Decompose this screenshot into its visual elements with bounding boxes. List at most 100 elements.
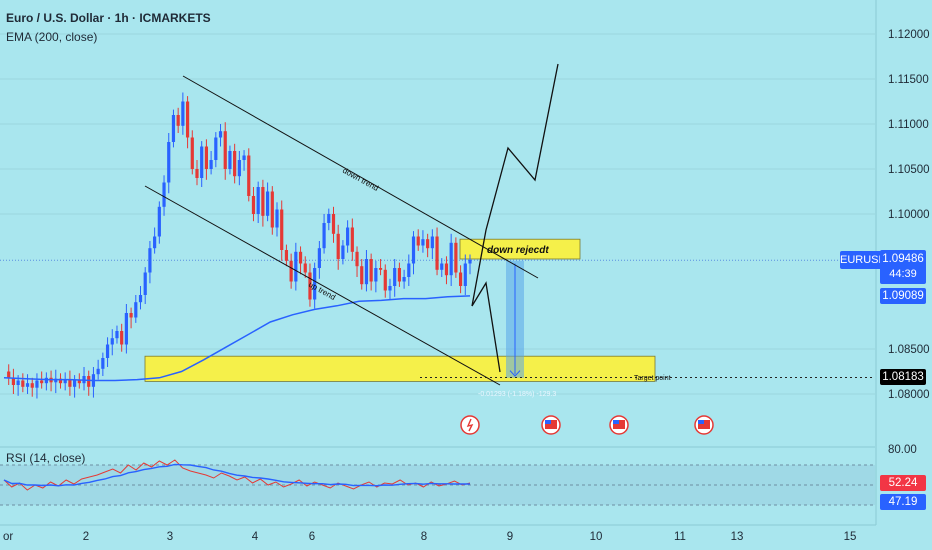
candle-body (327, 214, 331, 223)
candle-body (402, 277, 406, 282)
candle-body (346, 227, 350, 246)
y-tick-label: 1.08500 (888, 344, 930, 356)
candle-body (426, 239, 430, 249)
candle-body (96, 368, 100, 375)
candle-body (44, 377, 48, 384)
candle-body (251, 196, 256, 214)
candle-body (115, 331, 119, 339)
x-tick-label: 2 (83, 531, 89, 543)
rsi-ma-value-tag: 47.19 (880, 494, 926, 510)
candle-body (233, 151, 237, 177)
candle-body (143, 272, 147, 295)
rsi-line (3, 459, 471, 491)
rsi-indicator-label[interactable]: RSI (14, close) (6, 451, 86, 465)
candle-body (331, 214, 336, 234)
lightning-glyph (466, 418, 474, 432)
candle-body (407, 263, 411, 277)
candle-body (204, 146, 209, 169)
candle-body (270, 191, 274, 228)
ema-line (3, 295, 471, 382)
candle-body (11, 377, 16, 385)
x-tick-label: 9 (507, 531, 513, 543)
candle-body (181, 101, 185, 126)
y-tick-label: 1.08000 (888, 389, 930, 401)
candle-body (218, 131, 223, 138)
x-tick-label: 6 (309, 531, 315, 543)
candle-countdown: 44:39 (889, 268, 917, 280)
down-trend-line-upper (182, 75, 539, 279)
candle-body (313, 268, 317, 300)
x-tick-label: 8 (421, 531, 427, 543)
candle-body (317, 248, 321, 268)
candle-body (21, 380, 25, 387)
reject-zone (459, 238, 581, 260)
candle-body (138, 295, 143, 303)
x-tick-label: 3 (167, 531, 173, 543)
candle-body (275, 209, 279, 228)
trend-lines (3, 63, 559, 386)
candle-body (242, 155, 246, 160)
candle-body (35, 380, 39, 388)
chart-title: Euro / U.S. Dollar · 1h · ICMARKETS (6, 11, 211, 25)
bullish-projection (471, 63, 559, 307)
candle-body (298, 251, 303, 264)
candle-body (308, 272, 312, 300)
candle-body (247, 155, 251, 196)
candle-body (228, 151, 232, 169)
candle-body (58, 378, 63, 384)
candle-body (374, 268, 378, 282)
candle-body (449, 242, 453, 276)
candle-body (468, 259, 472, 264)
candle-body (378, 268, 383, 270)
ema-indicator-label[interactable]: EMA (200, close) (6, 30, 98, 44)
current-price-value: 1.09486 (882, 253, 924, 265)
candle-body (397, 268, 401, 282)
x-tick-label: 10 (590, 531, 603, 543)
candle-body (200, 146, 204, 178)
support-zone (144, 355, 656, 382)
candle-body (68, 379, 72, 387)
candle-body (284, 250, 289, 261)
y-tick-label: 1.10500 (888, 164, 930, 176)
bearish-projection (471, 281, 501, 373)
x-tick-label: 11 (674, 531, 686, 543)
down-trend-label: down trend (341, 166, 380, 193)
candle-body (129, 313, 133, 318)
candle-body (322, 223, 326, 249)
candle-body (294, 251, 298, 282)
candle-body (355, 251, 359, 267)
candle-body (54, 378, 58, 383)
candle-body (289, 260, 293, 282)
candle-body (416, 236, 420, 246)
flag-canton (698, 420, 704, 424)
candle-body (16, 380, 20, 385)
candle-body (105, 344, 110, 358)
candle-body (336, 233, 340, 259)
candle-body (40, 380, 44, 384)
candle-body (393, 268, 397, 286)
candle-body (209, 160, 213, 169)
candle-body (360, 266, 364, 285)
target-point-label: Target point (634, 375, 671, 382)
x-tick-label: 4 (252, 531, 259, 543)
candle-body (341, 245, 345, 259)
down-trend-line-lower (144, 185, 501, 386)
candle-body (110, 338, 114, 345)
x-tick-label: or (3, 531, 13, 543)
flag-stripes (545, 420, 557, 429)
measure-arrow-head (509, 370, 521, 377)
candle-body (369, 259, 373, 282)
candle-body (303, 263, 307, 273)
measure-label: -0.01293 (-1.18%) -129.3 (478, 391, 556, 398)
y-tick-label: 1.11500 (888, 74, 929, 86)
rsi-ma-line (3, 463, 470, 487)
candle-body (388, 286, 392, 291)
y-tick-label: 1.12000 (888, 29, 930, 41)
candle-body (454, 242, 458, 273)
symbol-badge: EURUSD (840, 251, 886, 269)
candle-body (77, 380, 81, 384)
candle-body (421, 239, 425, 246)
x-tick-label: 15 (844, 531, 857, 543)
candles (7, 92, 472, 399)
